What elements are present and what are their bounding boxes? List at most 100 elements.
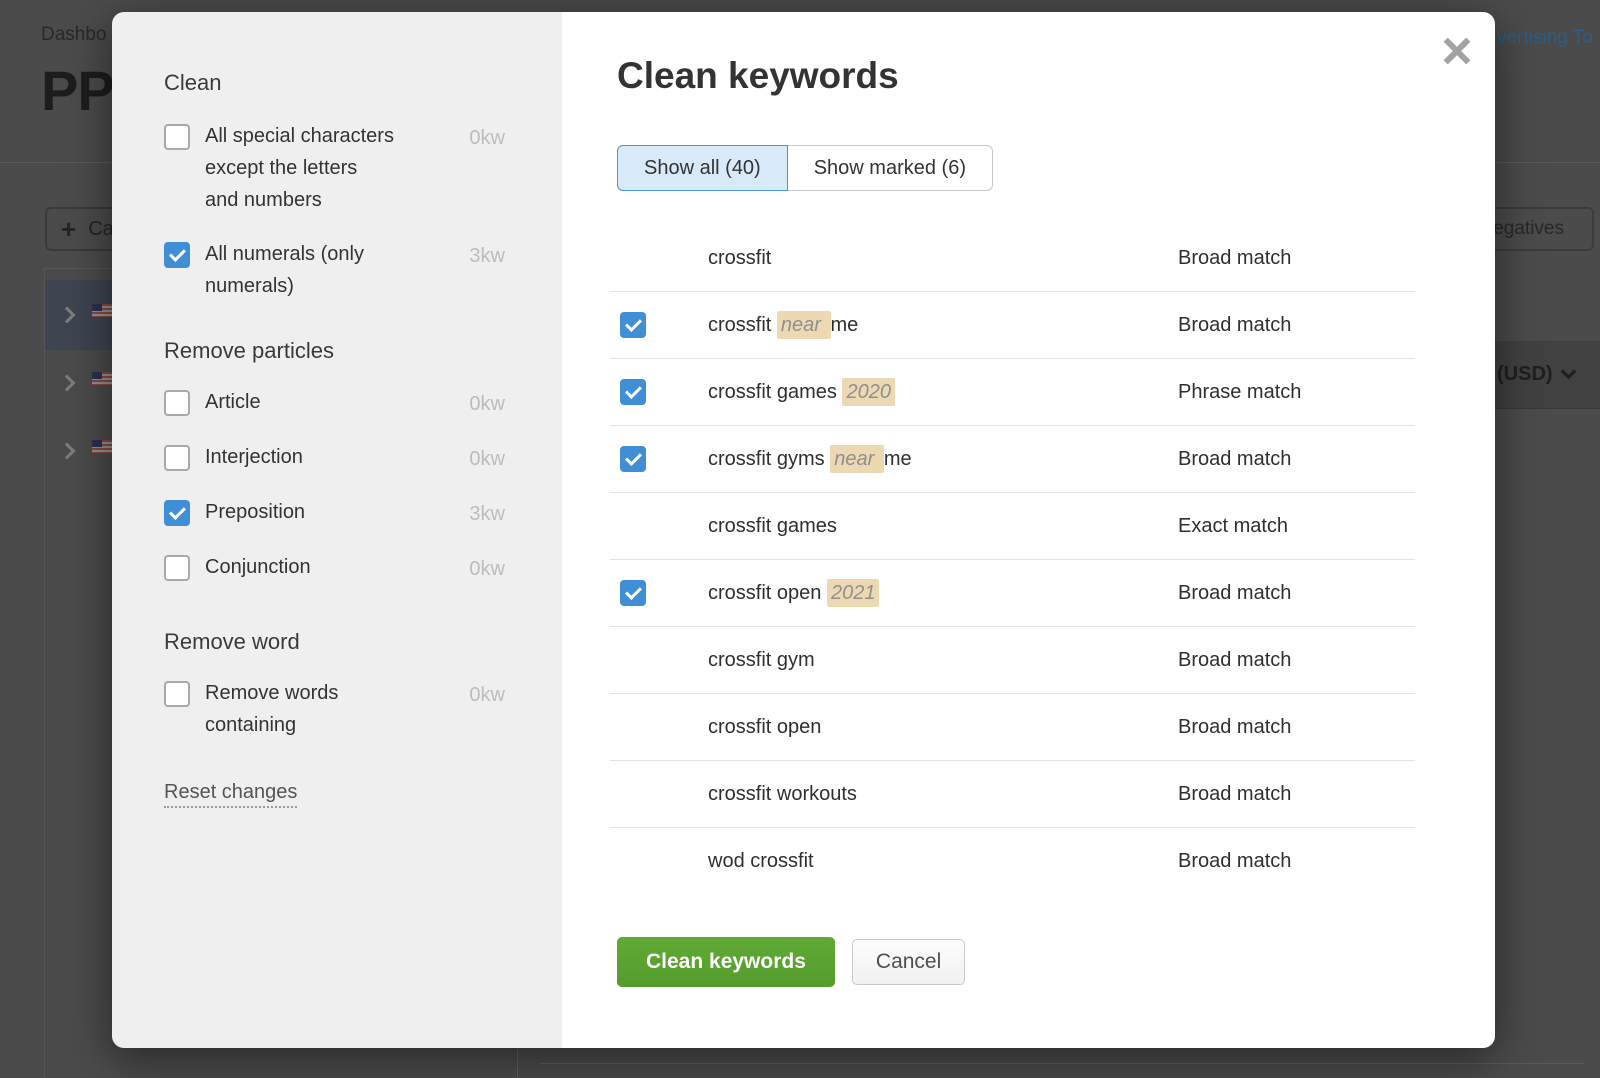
checkbox[interactable] [164,681,190,707]
chevron-down-icon [1560,363,1576,380]
keyword-text: crossfit open [708,715,822,738]
option-preposition[interactable]: Preposition 3kw [164,500,505,528]
row-checkbox[interactable] [620,379,646,405]
option-label: Interjection [205,446,303,468]
checkbox[interactable] [164,500,190,526]
keyword-text: crossfit gyms near me [708,444,912,473]
match-type: Broad match [1178,715,1292,738]
cancel-button[interactable]: Cancel [851,939,966,985]
match-type: Broad match [1178,581,1292,604]
checkbox[interactable] [164,124,190,150]
usd-column-header: (USD) [1497,363,1576,386]
highlighted-term: near [776,310,831,339]
option-label: All special characters except the letter… [205,125,394,211]
option-count: 0kw [469,684,505,706]
negatives-label: negatives [1482,218,1564,239]
match-type: Broad match [1178,246,1292,269]
option-label: All numerals (only numerals) [205,243,364,297]
reset-changes-link[interactable]: Reset changes [164,781,298,808]
keyword-row: crossfit near me Broad match [610,292,1415,359]
keyword-text: crossfit near me [708,310,858,339]
us-flag-icon [92,440,113,453]
highlighted-term: 2020 [842,377,895,406]
match-type: Broad match [1178,782,1292,805]
chevron-right-icon [58,442,76,460]
tab-show-marked[interactable]: Show marked (6) [786,145,993,191]
row-checkbox[interactable] [620,446,646,472]
chevron-right-icon [58,374,76,392]
match-type: Broad match [1178,313,1292,336]
keyword-row: crossfit gym Broad match [610,627,1415,694]
tab-show-all[interactable]: Show all (40) [617,145,788,191]
option-label: Conjunction [205,556,311,578]
chevron-right-icon [58,306,76,324]
keyword-filter-tabs: Show all (40) Show marked (6) [617,145,993,191]
option-label: Preposition [205,501,306,523]
keyword-text: crossfit workouts [708,782,857,805]
modal-actions: Clean keywords Cancel [617,937,966,987]
option-count: 0kw [469,558,505,580]
remove-word-heading: Remove word [164,629,300,654]
clean-keywords-panel: Clean keywords Show all (40) Show marked… [562,12,1495,1048]
page-table-row-divider [540,1063,1584,1064]
plus-icon: + [61,214,77,244]
advertising-toolkit-link: vertising To [1497,27,1593,48]
keyword-row: crossfit open Broad match [610,694,1415,761]
keyword-text: crossfit gym [708,648,815,671]
checkbox[interactable] [164,242,190,268]
keyword-row: crossfit Broad match [610,225,1415,292]
option-count: 3kw [469,503,505,525]
keyword-text: crossfit games 2020 [708,377,895,406]
option-interjection[interactable]: Interjection 0kw [164,445,505,473]
keyword-text: crossfit [708,246,772,269]
close-icon[interactable] [1441,35,1473,67]
keyword-row: crossfit workouts Broad match [610,761,1415,828]
highlighted-term: near [830,444,884,473]
keyword-text: crossfit open 2021 [708,578,880,607]
checkbox[interactable] [164,555,190,581]
remove-particles-heading: Remove particles [164,338,334,363]
keyword-row: crossfit games Exact match [610,493,1415,560]
match-type: Broad match [1178,850,1292,872]
keyword-row: crossfit open 2021 Broad match [610,560,1415,627]
keyword-text: wod crossfit [708,850,814,872]
option-remove-words-containing[interactable]: Remove words containing 0kw [164,681,505,741]
keyword-row: wod crossfit Broad match [610,828,1415,895]
match-type: Phrase match [1178,380,1302,403]
usd-label: (USD) [1497,363,1553,385]
option-count: 0kw [469,393,505,415]
row-checkbox[interactable] [620,580,646,606]
option-all-numerals[interactable]: All numerals (only numerals) 3kw [164,242,505,302]
campaign-table-border [44,268,45,1078]
keyword-row: crossfit games 2020 Phrase match [610,359,1415,426]
page-table-border [517,1048,518,1078]
checkbox[interactable] [164,445,190,471]
option-all-special-characters[interactable]: All special characters except the letter… [164,124,505,216]
option-article[interactable]: Article 0kw [164,390,505,418]
option-conjunction[interactable]: Conjunction 0kw [164,555,505,583]
match-type: Exact match [1178,514,1289,537]
us-flag-icon [92,304,113,317]
highlighted-term: 2021 [826,578,880,607]
clean-keywords-button[interactable]: Clean keywords [617,937,835,987]
row-checkbox[interactable] [620,312,646,338]
checkbox[interactable] [164,390,190,416]
option-count: 3kw [469,245,505,267]
clean-options-sidebar: Clean All special characters except the … [112,12,562,1048]
match-type: Broad match [1178,447,1292,470]
clean-keywords-modal: Clean All special characters except the … [112,12,1495,1048]
us-flag-icon [92,372,113,385]
keywords-table: crossfit Broad match crossfit near me Br… [610,225,1415,895]
breadcrumb: Dashbo [41,24,107,45]
option-count: 0kw [469,448,505,470]
option-count: 0kw [469,127,505,149]
modal-title: Clean keywords [617,55,899,96]
keyword-text: crossfit games [708,514,837,537]
option-label: Article [205,391,261,413]
keyword-row: crossfit gyms near me Broad match [610,426,1415,493]
match-type: Broad match [1178,648,1292,671]
option-label: Remove words containing [205,682,339,736]
add-campaign-label: Ca [88,217,114,240]
page-title: PP [41,59,115,122]
